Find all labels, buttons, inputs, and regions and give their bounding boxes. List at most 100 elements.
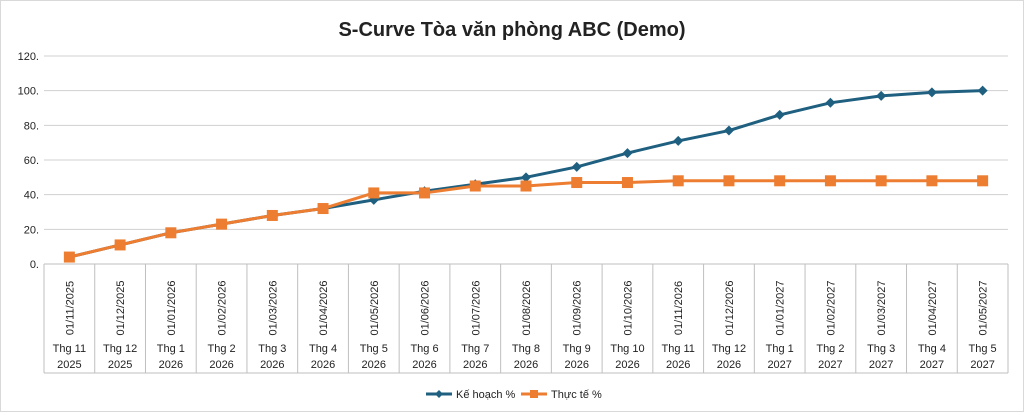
x-year-label: 2026 bbox=[159, 359, 183, 371]
data-point bbox=[419, 187, 431, 199]
data-point bbox=[875, 175, 887, 187]
data-point bbox=[723, 125, 734, 136]
x-month-label: Thg 3 bbox=[867, 343, 895, 355]
data-point bbox=[926, 87, 937, 98]
x-year-label: 2026 bbox=[717, 359, 741, 371]
legend: Kế hoạch % Thực tế % bbox=[426, 389, 602, 401]
x-month-label: Thg 10 bbox=[610, 343, 644, 355]
x-date-label: 01/07/2026 bbox=[470, 280, 482, 335]
data-point bbox=[774, 175, 786, 187]
x-date-label: 01/01/2026 bbox=[166, 280, 178, 335]
x-month-label: Thg 9 bbox=[563, 343, 591, 355]
chart-title: S-Curve Tòa văn phòng ABC (Demo) bbox=[338, 19, 685, 41]
data-point bbox=[673, 135, 684, 146]
x-date-label: 01/01/2027 bbox=[775, 280, 787, 335]
x-month-label: Thg 1 bbox=[766, 343, 794, 355]
data-point bbox=[63, 251, 75, 263]
data-point bbox=[469, 180, 481, 192]
x-date-label: 01/04/2026 bbox=[318, 280, 330, 335]
legend-item: Thực tế % bbox=[521, 389, 602, 401]
x-axis: 01/11/2025 Thg 11 2025 01/12/2025 Thg 12 2025… bbox=[43, 263, 1009, 374]
series-line bbox=[69, 179, 983, 259]
y-tick-label: 100. bbox=[18, 86, 39, 98]
x-year-label: 2025 bbox=[57, 359, 81, 371]
x-date-label: 01/02/2027 bbox=[825, 280, 837, 335]
series-2 bbox=[63, 175, 989, 263]
x-date-label: 01/08/2026 bbox=[521, 280, 533, 335]
x-month-label: Thg 8 bbox=[512, 343, 540, 355]
x-date-label: 01/11/2025 bbox=[64, 281, 76, 335]
x-year-label: 2026 bbox=[362, 359, 386, 371]
x-month-label: Thg 4 bbox=[918, 343, 946, 355]
gridlines bbox=[44, 55, 1008, 265]
data-point bbox=[114, 239, 126, 251]
x-month-label: Thg 5 bbox=[969, 343, 997, 355]
x-date-label: 01/06/2026 bbox=[420, 280, 432, 335]
data-point bbox=[825, 97, 836, 108]
y-tick-label: 60. bbox=[24, 155, 39, 167]
x-month-label: Thg 2 bbox=[816, 343, 844, 355]
x-month-label: Thg 7 bbox=[461, 343, 489, 355]
x-year-label: 2026 bbox=[412, 359, 436, 371]
x-year-label: 2026 bbox=[463, 359, 487, 371]
x-year-label: 2027 bbox=[869, 359, 893, 371]
x-year-label: 2027 bbox=[970, 359, 994, 371]
data-point bbox=[723, 175, 735, 187]
legend-marker bbox=[435, 390, 443, 398]
data-point bbox=[621, 177, 633, 189]
legend-label: Kế hoạch % bbox=[456, 389, 516, 401]
x-year-label: 2026 bbox=[311, 359, 335, 371]
y-tick-label: 0. bbox=[30, 259, 39, 271]
y-tick-label: 80. bbox=[24, 120, 39, 132]
x-year-label: 2026 bbox=[564, 359, 588, 371]
x-month-label: Thg 12 bbox=[103, 343, 137, 355]
x-date-label: 01/03/2027 bbox=[876, 280, 888, 335]
data-point bbox=[977, 175, 989, 187]
x-year-label: 2026 bbox=[514, 359, 538, 371]
x-date-label: 01/12/2026 bbox=[724, 280, 736, 335]
x-month-label: Thg 6 bbox=[410, 343, 438, 355]
legend-label: Thực tế % bbox=[551, 389, 602, 401]
x-date-label: 01/12/2025 bbox=[115, 280, 127, 335]
y-tick-label: 40. bbox=[24, 190, 39, 202]
x-year-label: 2027 bbox=[818, 359, 842, 371]
y-tick-label: 120. bbox=[18, 51, 39, 63]
x-month-label: Thg 11 bbox=[53, 343, 86, 355]
x-year-label: 2026 bbox=[666, 359, 690, 371]
x-date-label: 01/04/2027 bbox=[927, 280, 939, 335]
x-year-label: 2027 bbox=[767, 359, 791, 371]
series-lines bbox=[63, 85, 989, 263]
x-month-label: Thg 12 bbox=[712, 343, 746, 355]
data-point bbox=[521, 172, 531, 183]
data-point bbox=[165, 227, 177, 239]
data-point bbox=[977, 85, 988, 96]
x-month-label: Thg 3 bbox=[258, 343, 286, 355]
data-point bbox=[317, 203, 329, 215]
legend-item: Kế hoạch % bbox=[426, 389, 516, 401]
x-date-label: 01/03/2026 bbox=[267, 280, 279, 335]
x-date-label: 01/05/2026 bbox=[369, 280, 381, 335]
x-date-label: 01/10/2026 bbox=[622, 280, 634, 335]
legend-marker bbox=[530, 390, 538, 398]
x-month-label: Thg 1 bbox=[157, 343, 185, 355]
x-year-label: 2026 bbox=[615, 359, 639, 371]
data-point bbox=[622, 148, 633, 159]
data-point bbox=[876, 90, 887, 101]
data-point bbox=[571, 161, 582, 172]
data-point bbox=[774, 109, 785, 120]
y-tick-label: 20. bbox=[24, 224, 39, 236]
x-month-label: Thg 5 bbox=[360, 343, 388, 355]
data-point bbox=[368, 187, 380, 199]
x-year-label: 2026 bbox=[209, 359, 233, 371]
y-axis-ticks: 0. 20. 40. 60. 80. 100. 120. bbox=[18, 51, 39, 271]
data-point bbox=[672, 175, 684, 187]
x-month-label: Thg 4 bbox=[309, 343, 337, 355]
data-point bbox=[266, 209, 278, 221]
data-point bbox=[520, 180, 532, 192]
x-date-label: 01/05/2027 bbox=[978, 280, 990, 335]
data-point bbox=[926, 175, 938, 187]
x-date-label: 01/09/2026 bbox=[572, 280, 584, 335]
x-month-label: Thg 2 bbox=[208, 343, 236, 355]
